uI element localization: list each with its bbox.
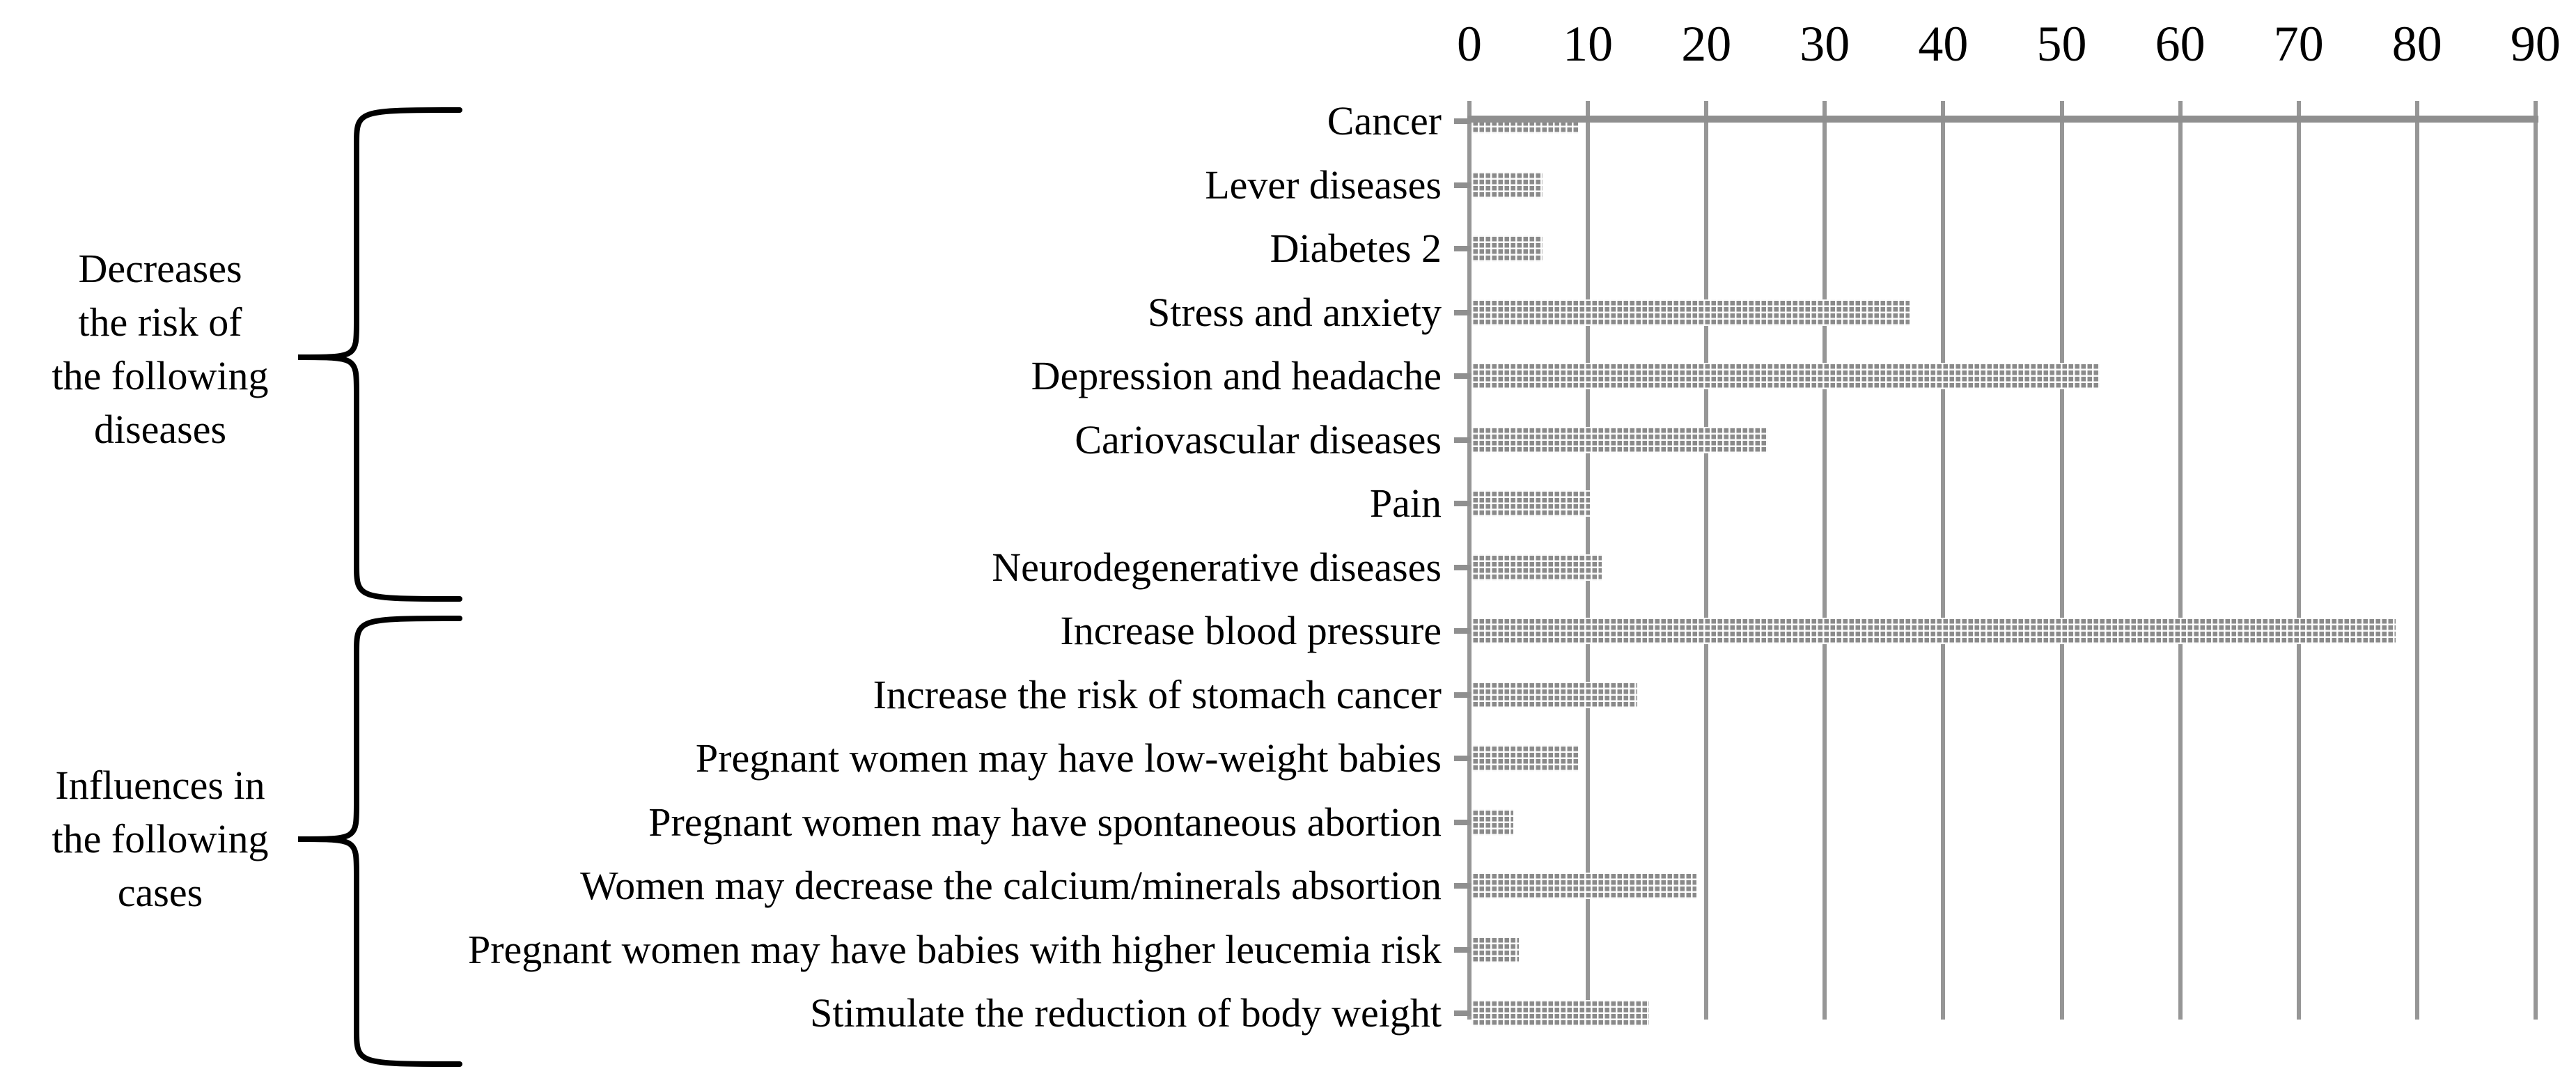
category-tick-mark xyxy=(1454,756,1472,761)
x-axis-gridline xyxy=(2533,101,2538,1020)
group-caption-line: the following xyxy=(52,816,269,861)
category-tick-mark xyxy=(1454,819,1472,825)
x-axis-tick-label: 30 xyxy=(1800,16,1850,72)
group-caption-line: cases xyxy=(117,870,203,915)
category-tick-mark xyxy=(1454,1010,1472,1016)
category-tick-mark xyxy=(1454,373,1472,379)
category-label: Stress and anxiety xyxy=(1147,289,1442,335)
category-label: Depression and headache xyxy=(1031,353,1442,398)
x-axis-tick-label: 60 xyxy=(2155,16,2206,72)
category-label: Increase the risk of stomach cancer xyxy=(873,671,1442,717)
x-axis-tick-label: 20 xyxy=(1681,16,1732,72)
group-caption-line: diseases xyxy=(93,407,227,452)
x-axis-gridline xyxy=(1704,101,1709,1020)
x-axis-gridline xyxy=(2178,101,2183,1020)
bar-pregnant-women-may-have-low-weight-babies xyxy=(1472,745,1578,772)
x-axis-gridline xyxy=(2414,101,2419,1020)
category-label: Pregnant women may have spontaneous abor… xyxy=(648,799,1442,845)
group-caption-line: the risk of xyxy=(78,299,242,345)
category-axis-line xyxy=(1467,116,2538,123)
category-label: Pregnant women may have low-weight babie… xyxy=(695,735,1442,781)
bar-cariovascular-diseases xyxy=(1472,426,1767,453)
category-label: Pain xyxy=(1369,481,1442,526)
category-tick-mark xyxy=(1454,883,1472,889)
group-caption-decreases: Decreases the risk of the following dise… xyxy=(21,242,299,456)
group-caption-line: the following xyxy=(52,353,269,398)
bar-lever-diseases xyxy=(1472,171,1543,198)
x-axis-tick-label: 70 xyxy=(2273,16,2324,72)
category-label: Increase blood pressure xyxy=(1060,608,1442,653)
x-axis-tick-label: 80 xyxy=(2391,16,2442,72)
bar-pregnant-women-may-have-babies-with-higher-leucemia-risk xyxy=(1472,936,1519,963)
bar-pain xyxy=(1472,490,1590,517)
category-tick-mark xyxy=(1454,437,1472,443)
value-axis-line xyxy=(1467,101,1472,1020)
x-axis-tick-label: 40 xyxy=(1918,16,1969,72)
bar-women-may-decrease-the-calcium-minerals-absortion xyxy=(1472,873,1696,899)
category-tick-mark xyxy=(1454,118,1472,124)
category-label: Lever diseases xyxy=(1205,162,1442,208)
x-axis-tick-label: 0 xyxy=(1457,16,1482,72)
category-tick-mark xyxy=(1454,309,1472,315)
bar-diabetes-2 xyxy=(1472,235,1543,262)
category-label: Neurodegenerative diseases xyxy=(992,544,1442,590)
category-tick-mark xyxy=(1454,182,1472,188)
bar-cancer xyxy=(1472,120,1578,134)
category-tick-mark xyxy=(1454,692,1472,698)
category-label: Diabetes 2 xyxy=(1270,226,1442,271)
bar-increase-the-risk-of-stomach-cancer xyxy=(1472,681,1637,708)
x-axis-gridline xyxy=(2296,101,2301,1020)
x-axis-tick-label: 90 xyxy=(2510,16,2561,72)
category-tick-mark xyxy=(1454,501,1472,506)
x-axis-tick-label: 10 xyxy=(1563,16,1614,72)
x-axis-tick-label: 50 xyxy=(2036,16,2087,72)
x-axis-gridline xyxy=(1941,101,1946,1020)
bar-increase-blood-pressure xyxy=(1472,618,2396,644)
category-label: Women may decrease the calcium/minerals … xyxy=(579,863,1442,908)
category-tick-mark xyxy=(1454,564,1472,570)
x-axis-gridline xyxy=(1822,101,1827,1020)
category-label: Cariovascular diseases xyxy=(1075,416,1442,462)
category-tick-mark xyxy=(1454,628,1472,634)
category-tick-mark xyxy=(1454,246,1472,251)
bar-depression-and-headache xyxy=(1472,363,2100,389)
bar-stress-and-anxiety xyxy=(1472,299,1910,326)
category-tick-mark xyxy=(1454,946,1472,953)
bar-stimulate-the-reduction-of-body-weight xyxy=(1472,1000,1649,1027)
group-caption-line: Decreases xyxy=(78,246,242,291)
category-label: Cancer xyxy=(1327,98,1442,143)
group-caption-line: Influences in xyxy=(55,763,265,808)
bar-neurodegenerative-diseases xyxy=(1472,554,1602,581)
x-axis-gridline xyxy=(2059,101,2064,1020)
category-label: Pregnant women may have babies with high… xyxy=(467,926,1442,972)
category-label: Stimulate the reduction of body weight xyxy=(810,990,1442,1036)
group-caption-influences: Influences in the following cases xyxy=(21,758,299,919)
bar-pregnant-women-may-have-spontaneous-abortion xyxy=(1472,809,1513,836)
